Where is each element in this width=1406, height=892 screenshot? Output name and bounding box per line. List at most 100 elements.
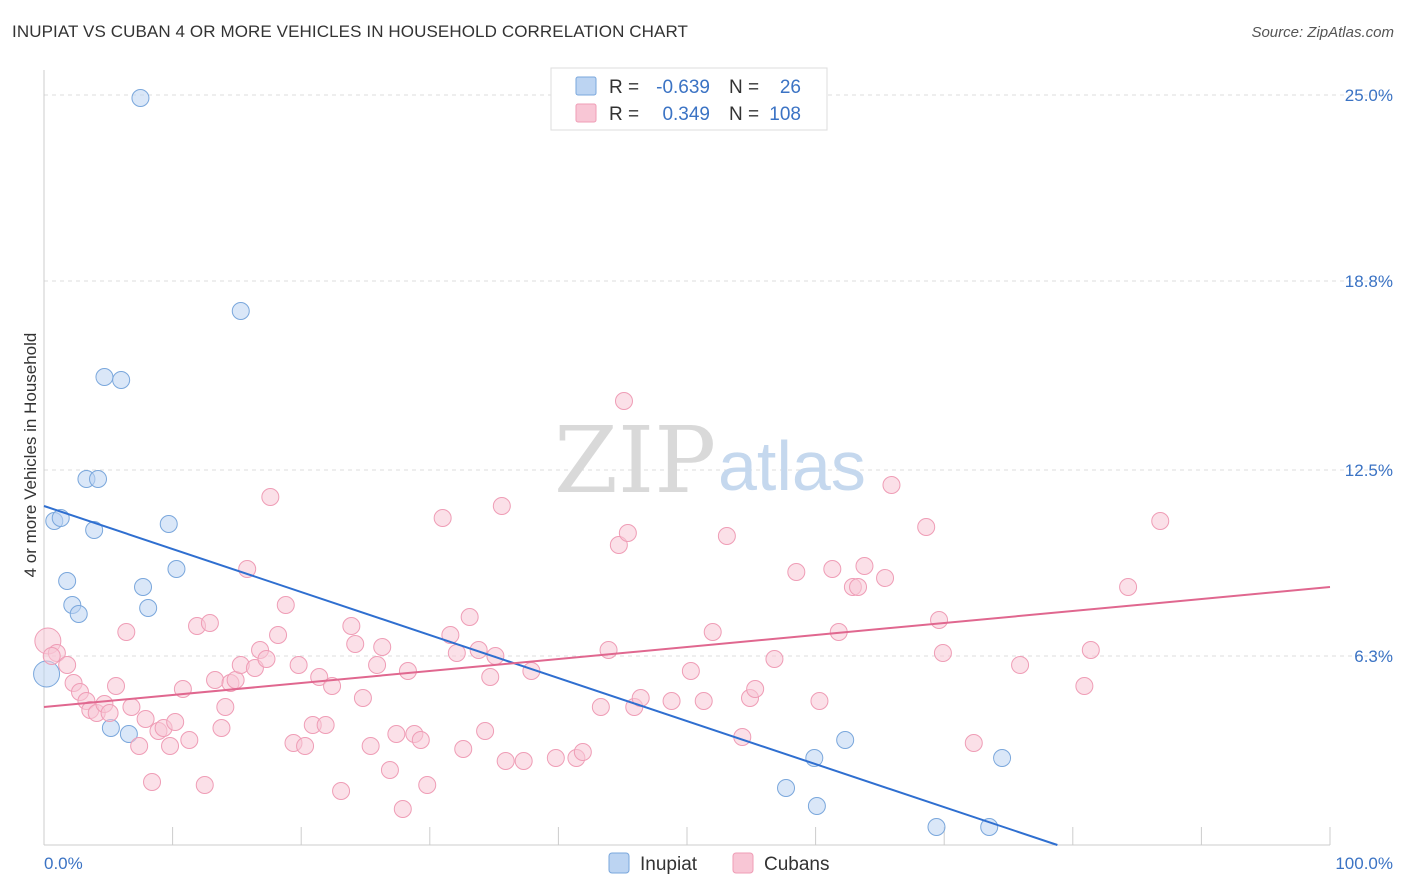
cubans-point-3 <box>58 656 77 674</box>
cubans-points <box>34 392 1170 818</box>
cubans-point-76 <box>591 698 610 716</box>
inupiat-point-19 <box>777 779 796 797</box>
y-tick-label-3: 25.0% <box>1345 86 1393 105</box>
x-tick-label-1: 100.0% <box>1335 854 1393 873</box>
inupiat-point-25 <box>993 749 1012 767</box>
inupiat-point-21 <box>836 731 855 749</box>
cubans-point-90 <box>746 680 765 698</box>
inupiat-point-14 <box>69 605 88 623</box>
inupiat-point-1 <box>231 302 250 320</box>
y-tick-label-0: 6.3% <box>1354 647 1393 666</box>
bottom-legend-swatch-cubans <box>732 852 754 874</box>
cubans-point-100 <box>882 476 901 494</box>
cubans-point-2 <box>42 647 61 665</box>
inupiat-trend-line <box>43 505 1058 846</box>
cubans-point-30 <box>226 671 245 689</box>
cubans-point-69 <box>492 497 511 515</box>
legend-n-value-inupiat: 26 <box>780 77 801 98</box>
cubans-point-71 <box>514 752 533 770</box>
cubans-point-45 <box>323 677 342 695</box>
tick-labels: 6.3% 12.5% 18.8% 25.0% 0.0% 100.0% <box>44 86 1393 873</box>
cubans-point-37 <box>269 626 288 644</box>
cubans-point-104 <box>964 734 983 752</box>
cubans-point-109 <box>1151 512 1170 530</box>
cubans-point-67 <box>481 668 500 686</box>
bottom-legend-label-cubans: Cubans <box>764 854 830 875</box>
cubans-point-103 <box>933 644 952 662</box>
inupiat-point-15 <box>139 599 158 617</box>
cubans-point-50 <box>361 737 380 755</box>
inupiat-point-12 <box>134 578 153 596</box>
cubans-point-36 <box>261 488 280 506</box>
inupiat-point-16 <box>33 660 61 688</box>
inupiat-point-10 <box>58 572 77 590</box>
cubans-point-11 <box>107 677 126 695</box>
watermark-atlas: atlas <box>718 427 866 505</box>
cubans-point-61 <box>441 626 460 644</box>
cubans-point-94 <box>823 560 842 578</box>
cubans-point-56 <box>398 662 417 680</box>
cubans-point-59 <box>418 776 437 794</box>
cubans-point-98 <box>855 557 874 575</box>
cubans-point-60 <box>433 509 452 527</box>
cubans-point-41 <box>296 737 315 755</box>
cubans-point-85 <box>694 692 713 710</box>
cubans-point-65 <box>469 641 488 659</box>
cubans-point-54 <box>387 725 406 743</box>
cubans-point-84 <box>681 662 700 680</box>
cubans-point-46 <box>332 782 351 800</box>
cubans-point-101 <box>917 518 936 536</box>
legend-frame <box>550 67 828 131</box>
cubans-point-28 <box>216 698 235 716</box>
cubans-trend-line <box>43 586 1331 708</box>
cubans-point-48 <box>346 635 365 653</box>
cubans-point-86 <box>703 623 722 641</box>
cubans-point-53 <box>380 761 399 779</box>
source-credit: Source: ZipAtlas.com <box>1251 24 1394 41</box>
cubans-point-79 <box>614 392 633 410</box>
cubans-point-14 <box>130 737 149 755</box>
cubans-point-93 <box>810 692 829 710</box>
cubans-point-12 <box>117 623 136 641</box>
inupiat-point-3 <box>112 371 131 389</box>
cubans-point-51 <box>368 656 387 674</box>
cubans-point-108 <box>1119 578 1138 596</box>
cubans-point-16 <box>143 773 162 791</box>
cubans-point-77 <box>599 641 618 659</box>
cubans-point-107 <box>1081 641 1100 659</box>
legend-r-value-cubans: 0.349 <box>662 104 710 125</box>
legend-swatch-cubans <box>575 103 597 123</box>
cubans-point-97 <box>849 578 868 596</box>
inupiat-point-20 <box>807 797 826 815</box>
legend-r-value-inupiat: -0.639 <box>656 77 710 98</box>
bottom-legend-label-inupiat: Inupiat <box>640 854 698 875</box>
watermark: ZIP atlas <box>554 407 866 514</box>
legend-r-label-inupiat: R = <box>609 77 639 98</box>
watermark-zip: ZIP <box>554 407 716 514</box>
cubans-point-58 <box>411 731 430 749</box>
y-axis-label: 4 or more Vehicles in Household <box>21 333 40 578</box>
legend-n-value-cubans: 108 <box>769 104 801 125</box>
legend-n-label-cubans: N = <box>729 104 759 125</box>
cubans-point-105 <box>1011 656 1030 674</box>
cubans-point-44 <box>316 716 335 734</box>
cubans-point-92 <box>787 563 806 581</box>
inupiat-point-11 <box>167 560 186 578</box>
axes <box>43 70 1331 846</box>
cubans-point-55 <box>393 800 412 818</box>
cubans-point-15 <box>136 710 155 728</box>
cubans-point-47 <box>342 617 361 635</box>
cubans-point-99 <box>876 569 895 587</box>
cubans-point-91 <box>765 650 784 668</box>
cubans-point-35 <box>257 650 276 668</box>
cubans-point-66 <box>476 722 495 740</box>
y-tick-label-1: 12.5% <box>1345 461 1393 480</box>
inupiat-point-24 <box>927 818 946 836</box>
cubans-point-73 <box>546 749 565 767</box>
inupiat-point-5 <box>89 470 108 488</box>
cubans-point-13 <box>122 698 141 716</box>
cubans-point-49 <box>353 689 372 707</box>
cubans-point-22 <box>180 731 199 749</box>
cubans-point-25 <box>200 614 219 632</box>
cubans-point-19 <box>161 737 180 755</box>
